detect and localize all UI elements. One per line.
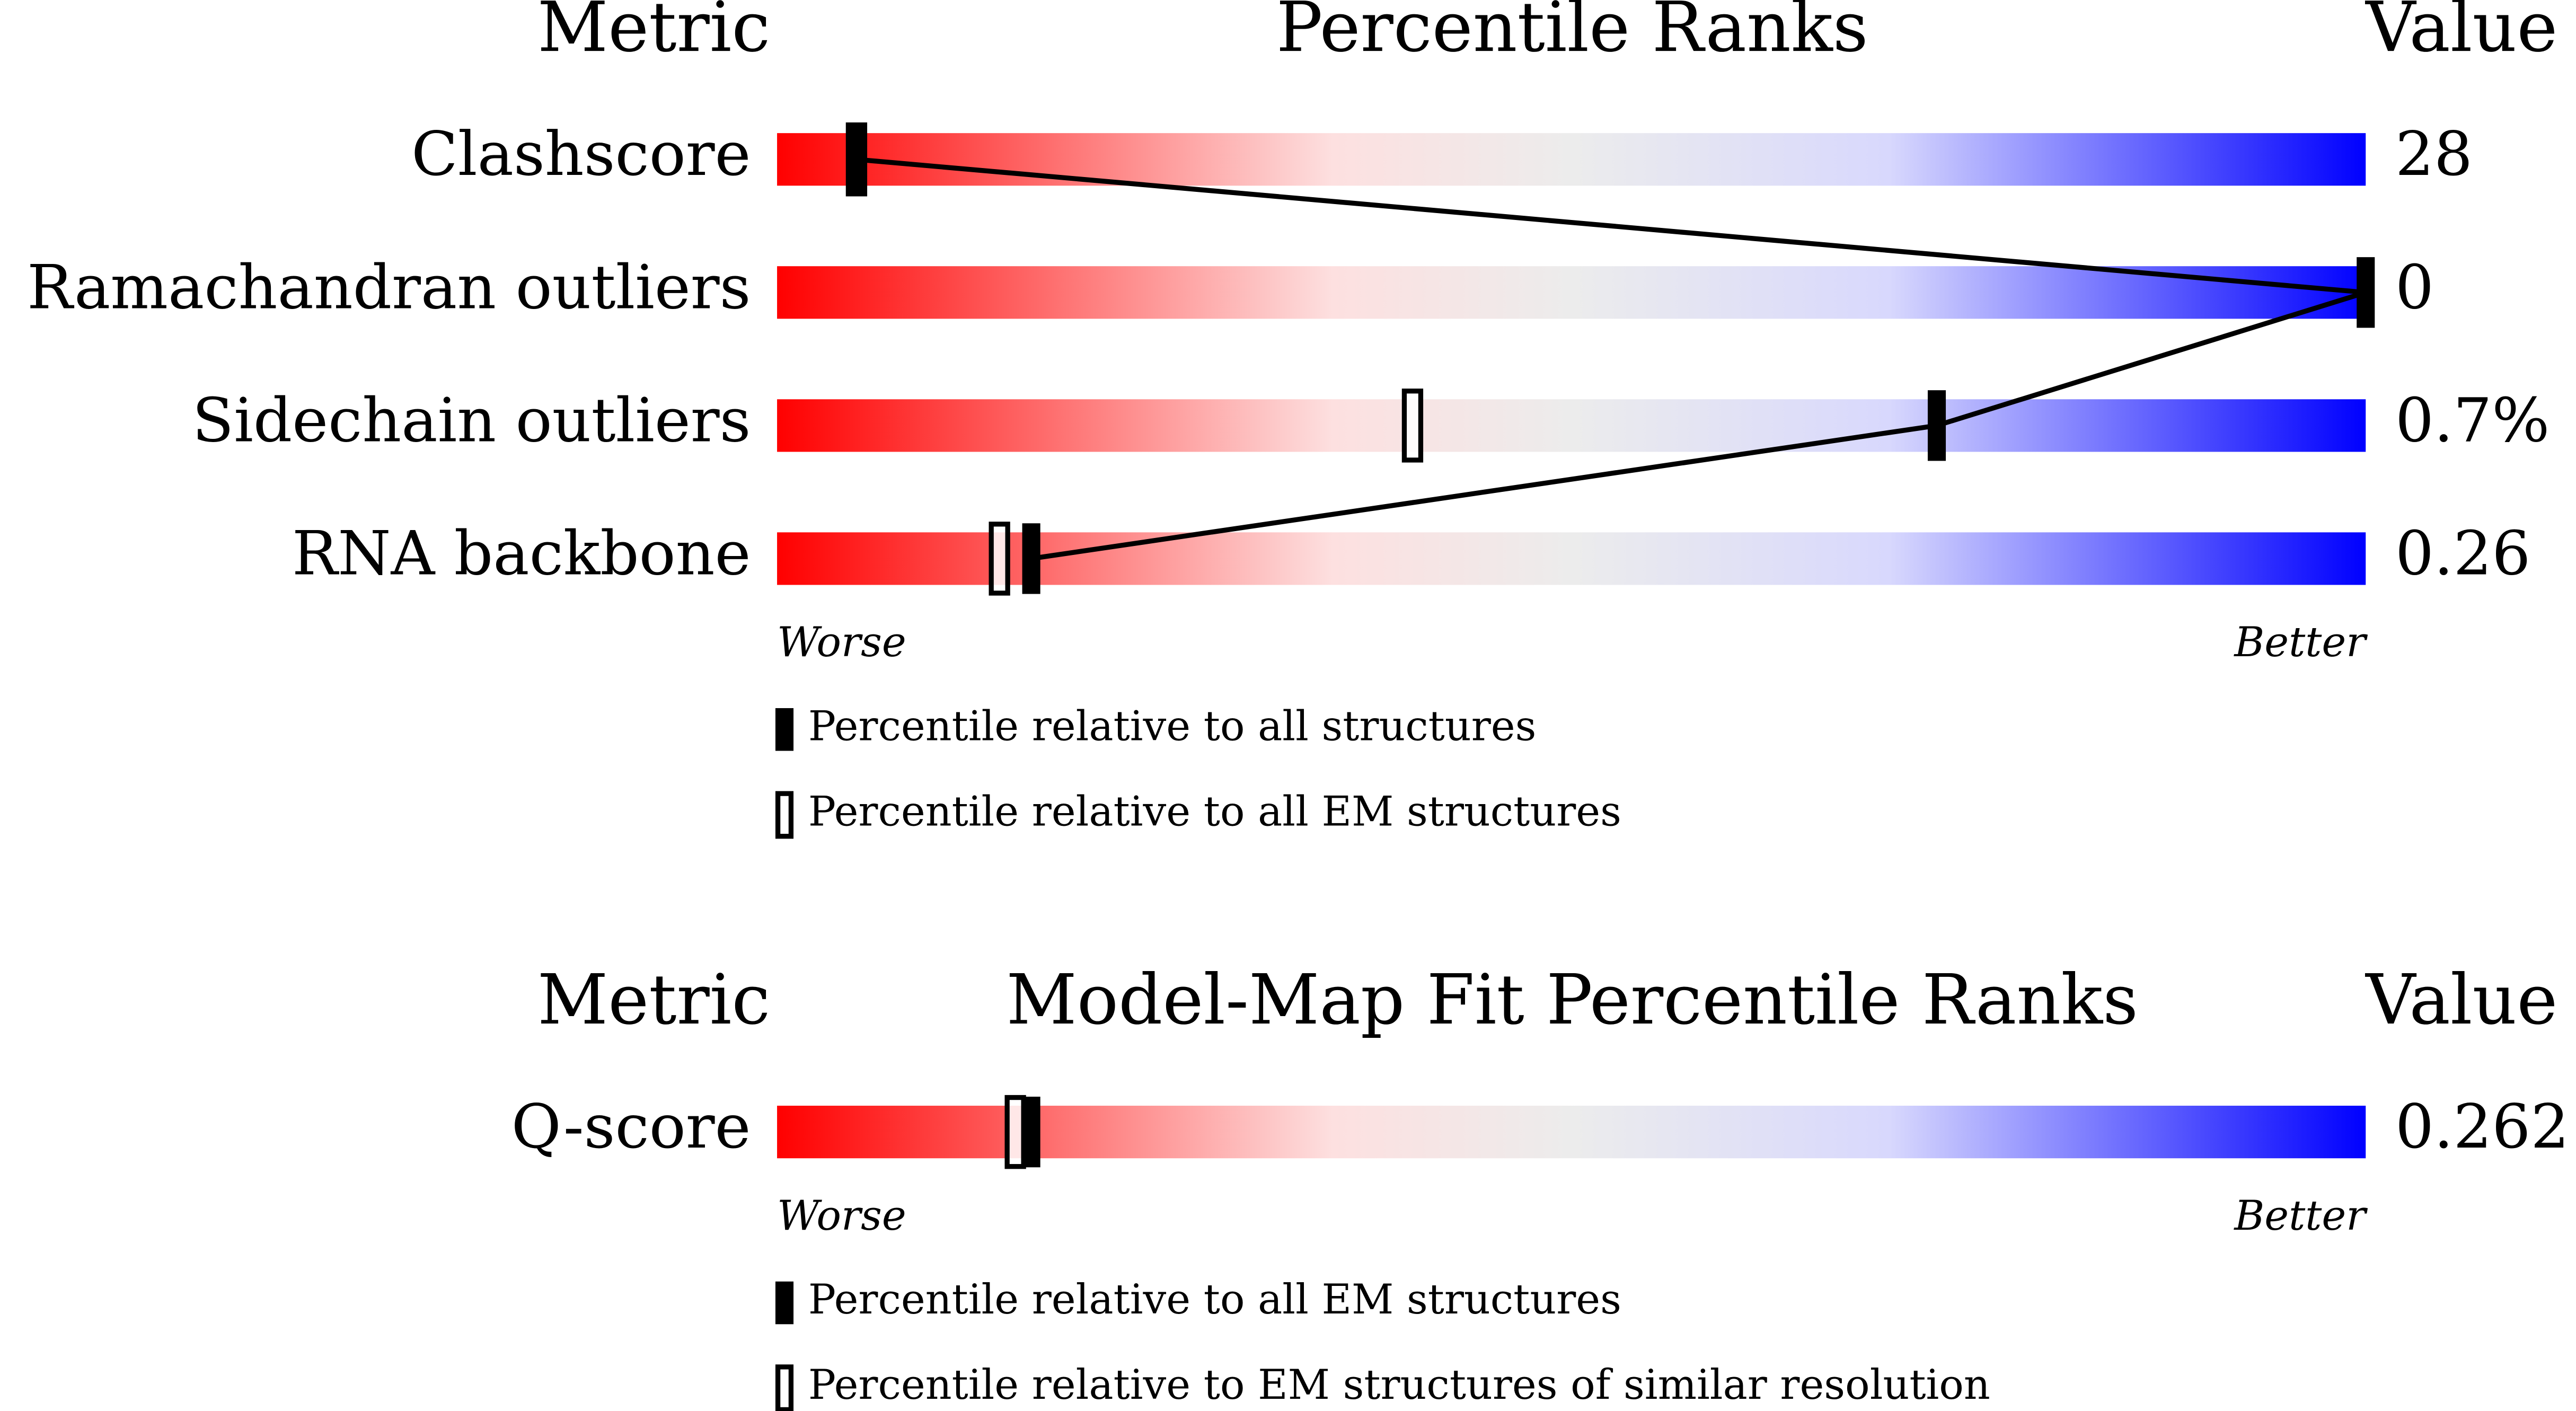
- better-label: Better: [2233, 1192, 2368, 1240]
- metric-label: Ramachandran outliers: [27, 252, 751, 323]
- legend-swatch: [775, 1281, 794, 1325]
- percentile-bar: [777, 266, 2366, 319]
- metric-label: Sidechain outliers: [192, 385, 751, 456]
- metric-value: 0.262: [2395, 1092, 2569, 1162]
- metric-value: 28: [2395, 119, 2473, 190]
- metric-value: 0: [2395, 252, 2434, 323]
- metric-header: Metric: [537, 0, 770, 67]
- legend-label: Percentile relative to EM structures of …: [808, 1361, 1990, 1409]
- better-label: Better: [2233, 619, 2368, 666]
- metric-label: Clashscore: [411, 119, 751, 190]
- value-header: Value: [2365, 0, 2557, 67]
- legend-swatch: [775, 791, 794, 839]
- worse-label: Worse: [777, 1192, 906, 1240]
- marker-open: [989, 522, 1010, 596]
- marker-filled: [2357, 257, 2375, 328]
- legend-swatch: [775, 1364, 794, 1411]
- value-header: Value: [2365, 959, 2557, 1040]
- percentile-bar: [777, 1106, 2366, 1159]
- chart-title: Percentile Ranks: [1276, 0, 1868, 67]
- marker-filled: [1022, 1096, 1040, 1168]
- metric-value: 0.7%: [2395, 385, 2549, 456]
- marker-open: [1004, 1095, 1026, 1169]
- legend-label: Percentile relative to all structures: [808, 702, 1536, 750]
- marker-filled: [847, 124, 866, 195]
- worse-label: Worse: [777, 619, 906, 666]
- percentile-bar: [777, 399, 2366, 452]
- metric-value: 0.26: [2395, 518, 2530, 589]
- connector-line: [856, 157, 2367, 561]
- chart-title: Model-Map Fit Percentile Ranks: [1006, 959, 2138, 1040]
- percentile-bar: [777, 532, 2366, 585]
- marker-filled: [1927, 390, 1946, 461]
- metric-label: Q-score: [511, 1092, 751, 1162]
- marker-open: [1401, 389, 1424, 463]
- marker-filled: [1022, 523, 1040, 594]
- legend-label: Percentile relative to all EM structures: [808, 788, 1621, 835]
- legend-swatch: [775, 708, 794, 751]
- legend-label: Percentile relative to all EM structures: [808, 1276, 1621, 1324]
- metric-label: RNA backbone: [292, 518, 751, 589]
- percentile-bar: [777, 133, 2366, 186]
- metric-header: Metric: [537, 959, 770, 1040]
